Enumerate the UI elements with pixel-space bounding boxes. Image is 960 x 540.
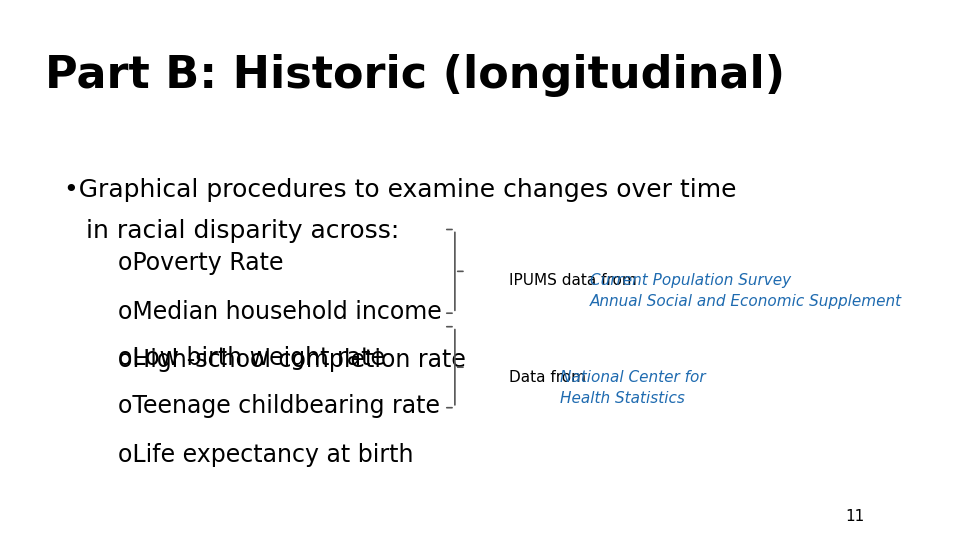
Text: oHigh-school completion rate: oHigh-school completion rate — [118, 348, 467, 372]
Text: oMedian household income: oMedian household income — [118, 300, 442, 323]
Text: Data from: Data from — [510, 370, 591, 385]
Text: Part B: Historic (longitudinal): Part B: Historic (longitudinal) — [45, 54, 785, 97]
Text: 11: 11 — [845, 509, 864, 524]
Text: oLow birth weight rate: oLow birth weight rate — [118, 346, 385, 369]
Text: oPoverty Rate: oPoverty Rate — [118, 251, 284, 275]
Text: Current Population Survey
Annual Social and Economic Supplement: Current Population Survey Annual Social … — [589, 273, 901, 309]
Text: IPUMS data from: IPUMS data from — [510, 273, 642, 288]
Text: National Center for
Health Statistics: National Center for Health Statistics — [560, 370, 706, 406]
Text: oLife expectancy at birth: oLife expectancy at birth — [118, 443, 414, 467]
Text: oTeenage childbearing rate: oTeenage childbearing rate — [118, 394, 441, 418]
Text: •Graphical procedures to examine changes over time: •Graphical procedures to examine changes… — [63, 178, 736, 202]
Text: in racial disparity across:: in racial disparity across: — [86, 219, 399, 242]
